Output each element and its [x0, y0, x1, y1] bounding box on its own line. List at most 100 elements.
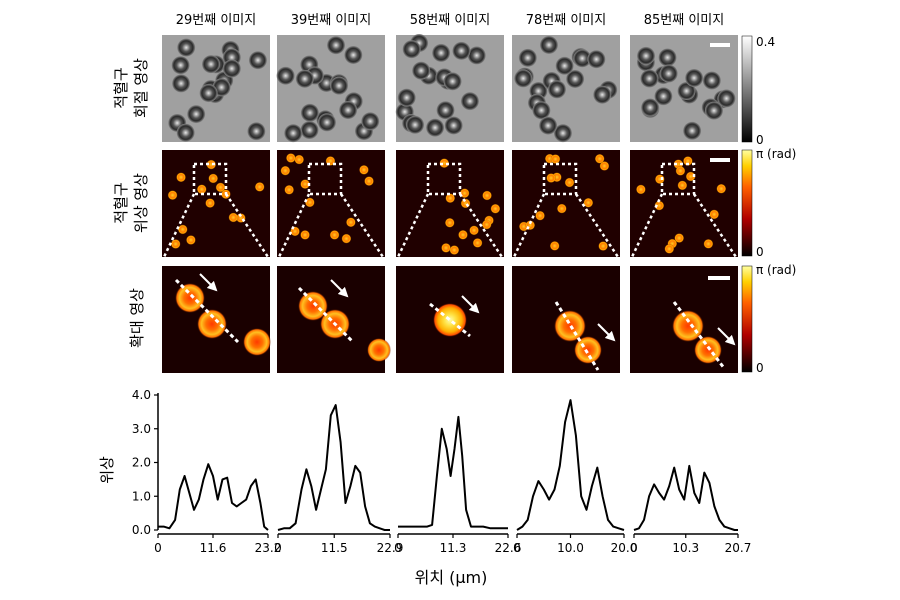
- row-label-zoom: 확대 영상: [128, 288, 146, 348]
- rbc-phase-cell: [703, 238, 714, 249]
- rbc-cell: [705, 101, 724, 120]
- column-title: 78번째 이미지: [526, 13, 606, 28]
- rbc-cell: [247, 122, 266, 141]
- rbc-phase-cell: [170, 238, 181, 249]
- zoomed-rbc: [574, 336, 602, 364]
- x-tick-label: 11.3: [440, 541, 467, 555]
- profile-line: [297, 286, 355, 344]
- rbc-phase-cell: [472, 237, 483, 248]
- rbc-cell: [640, 69, 659, 88]
- rbc-phase-cell: [300, 229, 311, 240]
- rbc-cell: [202, 55, 221, 74]
- rbc-phase-cell: [654, 200, 665, 211]
- x-tick-label: 0: [154, 541, 162, 555]
- rbc-cell: [654, 87, 673, 106]
- rbc-phase-cell: [167, 190, 178, 201]
- cbar-zoom-top: π (rad): [756, 263, 796, 277]
- rbc-cell: [432, 43, 451, 62]
- rbc-cell: [702, 71, 721, 90]
- rbc-phase-cell: [445, 193, 456, 204]
- rbc-phase-cell: [285, 152, 296, 163]
- rbc-phase-cell: [364, 176, 375, 187]
- rbc-phase-cell: [284, 184, 295, 195]
- rbc-cell: [452, 41, 471, 60]
- brightfield-panel: [395, 34, 504, 142]
- rbc-phase-cell: [300, 179, 311, 190]
- rbc-phase-cell: [208, 173, 219, 184]
- zoom-box: [307, 162, 343, 196]
- rbc-phase-cell: [664, 243, 675, 254]
- direction-arrow: [717, 327, 736, 346]
- direction-arrow: [199, 273, 218, 292]
- rbc-phase-cell: [682, 155, 693, 166]
- rbc-cell: [587, 50, 606, 69]
- rbc-cell: [295, 69, 314, 88]
- row-label-bright-2: 회절 영상: [132, 58, 150, 118]
- rbc-cell: [443, 72, 462, 91]
- brightfield-panel: [630, 35, 738, 142]
- x-tick-label: 0: [630, 541, 638, 555]
- zoomed-rbc: [694, 336, 722, 364]
- rbc-cell: [573, 49, 592, 68]
- zoom-box: [426, 162, 462, 196]
- y-tick-label: 0.0: [132, 523, 151, 537]
- rbc-phase-cell: [206, 159, 217, 170]
- rbc-phase-cell: [280, 165, 291, 176]
- rbc-phase-cell: [535, 210, 546, 221]
- phase-profile-series: [277, 404, 390, 531]
- rbc-cell: [659, 64, 678, 83]
- cbar-phase-top: π (rad): [756, 147, 796, 161]
- rbc-cell: [339, 101, 358, 120]
- direction-arrow: [330, 279, 349, 298]
- phase-profile-series: [516, 399, 625, 531]
- rbc-cell: [199, 84, 218, 103]
- column-title: 29번째 이미지: [176, 13, 256, 28]
- rbc-phase-cell: [329, 229, 340, 240]
- rbc-phase-cell: [654, 174, 665, 185]
- rbc-phase-cell: [685, 171, 696, 182]
- scale-bar: [710, 43, 730, 47]
- colorbar-zoom: [741, 265, 753, 373]
- rbc-phase-cell: [549, 240, 560, 251]
- rbc-cell: [518, 48, 537, 67]
- phase-panel: [630, 150, 738, 258]
- rbc-phase-cell: [481, 219, 492, 230]
- scale-bar: [710, 158, 730, 162]
- rbc-phase-cell: [294, 154, 305, 165]
- y-tick-label: 3.0: [132, 422, 151, 436]
- profile-line: [174, 278, 240, 344]
- zoomed-rbc: [298, 291, 328, 321]
- rbc-cell: [406, 115, 425, 134]
- rbc-cell: [717, 89, 736, 108]
- rbc-cell: [514, 69, 533, 88]
- rbc-cell: [539, 116, 558, 135]
- x-axis-label: 위치 (μm): [415, 568, 488, 587]
- rbc-cell: [658, 48, 677, 67]
- rbc-phase-cell: [176, 172, 187, 183]
- rbc-cell: [637, 46, 656, 65]
- rbc-phase-cell: [550, 154, 561, 165]
- cbar-gray-top: 0.4: [756, 35, 775, 49]
- direction-arrow: [597, 323, 616, 342]
- rbc-phase-cell: [594, 153, 605, 164]
- x-tick-label: 20.7: [725, 541, 752, 555]
- x-tick-label: 22.9: [377, 541, 404, 555]
- phase-profile-series: [398, 415, 508, 530]
- rbc-cell: [553, 124, 572, 143]
- rbc-cell: [641, 98, 660, 117]
- rbc-cell: [171, 56, 190, 75]
- rbc-phase-cell: [185, 234, 196, 245]
- x-tick-label: 0: [274, 541, 282, 555]
- rbc-cell: [361, 112, 380, 131]
- cbar-zoom-bottom: 0: [756, 361, 764, 375]
- phase-panel: [512, 150, 620, 258]
- rbc-phase-cell: [564, 177, 575, 188]
- zoom-panel: [630, 266, 738, 373]
- profile-line: [429, 302, 471, 338]
- brightfield-panel: [276, 35, 385, 143]
- rbc-cell: [460, 92, 479, 111]
- rbc-cell: [593, 85, 612, 104]
- zoomed-rbc: [672, 310, 704, 342]
- rbc-phase-cell: [457, 229, 468, 240]
